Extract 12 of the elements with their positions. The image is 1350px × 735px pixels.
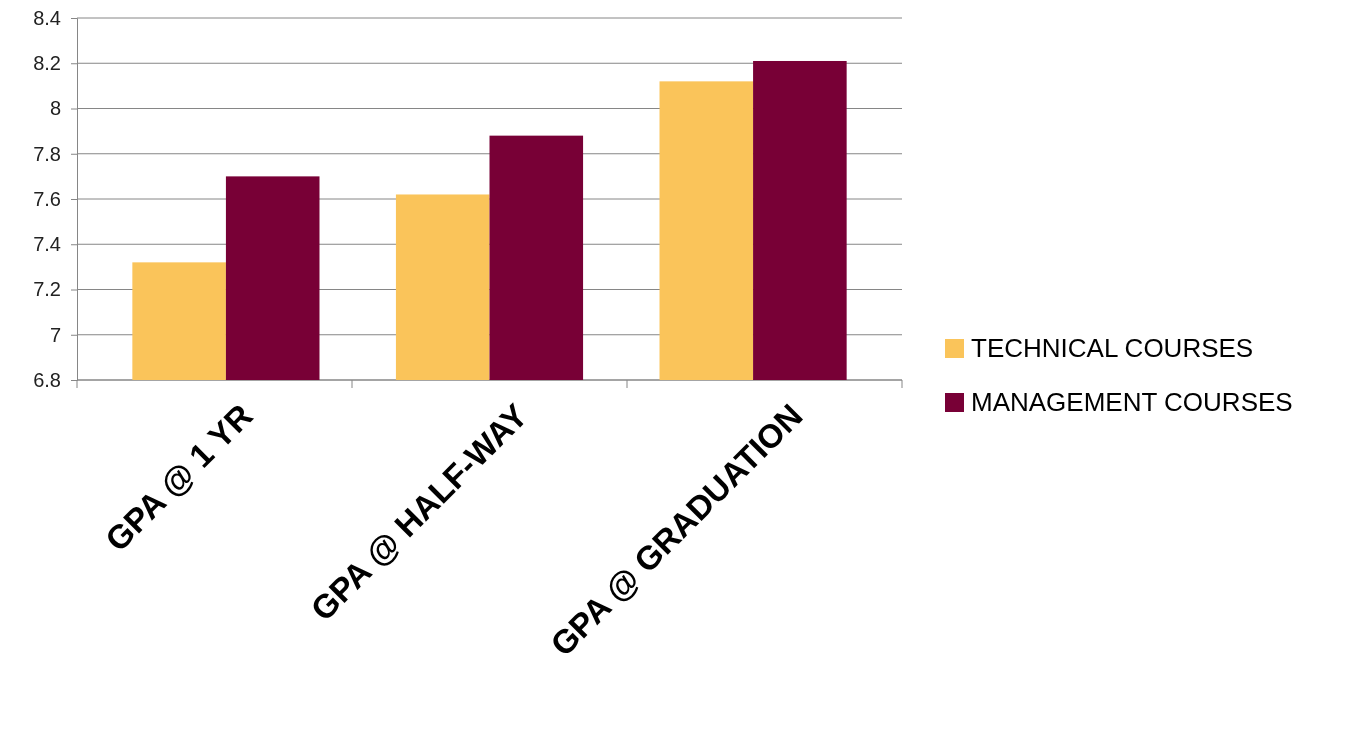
y-tick-label: 7.6 [33,187,61,210]
y-tick-label: 8.2 [33,52,61,75]
y-tick-label: 8.4 [33,6,61,29]
legend-label: TECHNICAL COURSES [971,333,1254,363]
y-tick-label: 7.4 [33,233,61,256]
x-tick-label: GPA @ 1 YR [98,396,260,559]
y-tick-label: 7.2 [33,278,61,301]
legend-label: MANAGEMENT COURSES [971,387,1293,417]
y-tick-label: 8 [49,97,61,120]
y-tick-label: 7 [49,323,61,346]
y-tick-label: 6.8 [33,368,61,391]
y-tick-label: 7.8 [33,142,61,165]
